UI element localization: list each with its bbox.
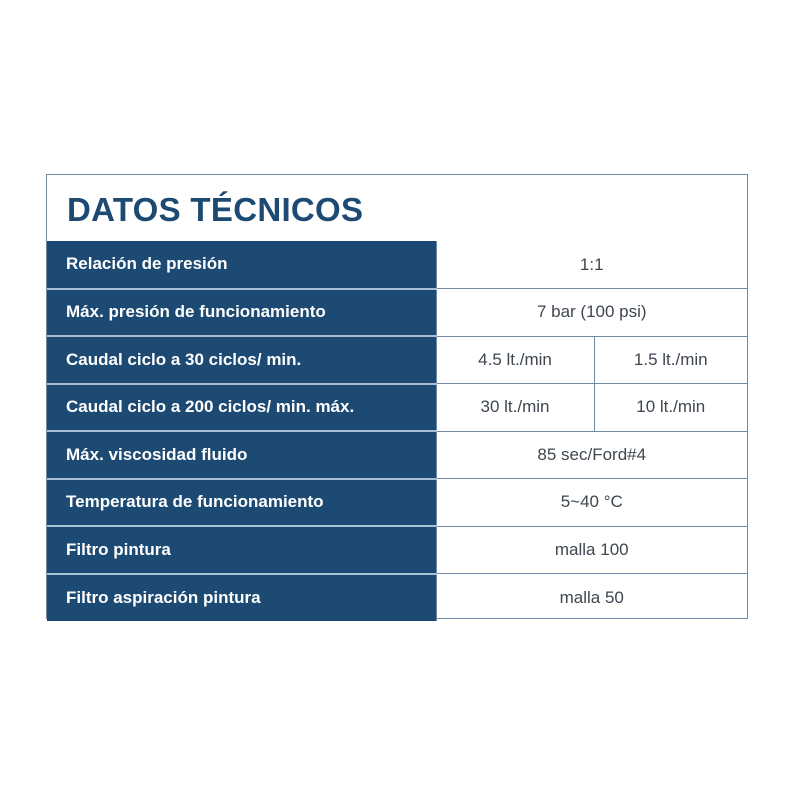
table-row: Filtro pintura malla 100: [47, 526, 747, 575]
table-row: Máx. presión de funcionamiento 7 bar (100…: [47, 288, 747, 337]
spec-label: Temperatura de funcionamiento: [47, 478, 436, 527]
spec-value: 85 sec/Ford#4: [435, 431, 747, 479]
spec-label: Máx. viscosidad fluido: [47, 431, 436, 480]
table-row: Caudal ciclo a 200 ciclos/ min. máx. 30 l…: [47, 383, 747, 432]
table-row: Máx. viscosidad fluido 85 sec/Ford#4: [47, 431, 747, 480]
technical-data-panel: DATOS TÉCNICOS Relación de presión 1:1 Máx…: [46, 174, 748, 621]
spec-value: 1:1: [435, 241, 747, 289]
table-row: Caudal ciclo a 30 ciclos/ min. 4.5 lt./mi…: [47, 336, 747, 385]
spec-value: 5~40 °C: [435, 478, 747, 527]
panel-title: DATOS TÉCNICOS: [67, 191, 364, 228]
spec-value: malla 50: [435, 573, 747, 621]
table-row: Relación de presión 1:1: [47, 241, 747, 290]
spec-value: 30 lt./min: [435, 383, 594, 432]
spec-value: 7 bar (100 psi): [435, 288, 747, 337]
spec-value: malla 100: [435, 526, 747, 574]
spec-label: Caudal ciclo a 30 ciclos/ min.: [47, 336, 436, 385]
spec-label: Máx. presión de funcionamiento: [47, 288, 436, 337]
table-row: Filtro aspiración pintura malla 50: [47, 573, 747, 621]
spec-label: Relación de presión: [47, 241, 436, 290]
spec-label: Filtro pintura: [47, 526, 436, 575]
spec-value: 10 lt./min: [593, 383, 747, 432]
spec-label: Caudal ciclo a 200 ciclos/ min. máx.: [47, 383, 436, 432]
spec-table: Relación de presión 1:1 Máx. presión de fu…: [47, 241, 747, 621]
table-row: Temperatura de funcionamiento 5~40 °C: [47, 478, 747, 527]
spec-value: 4.5 lt./min: [435, 336, 594, 384]
spec-value: 1.5 lt./min: [593, 336, 747, 384]
spec-label: Filtro aspiración pintura: [47, 573, 436, 621]
